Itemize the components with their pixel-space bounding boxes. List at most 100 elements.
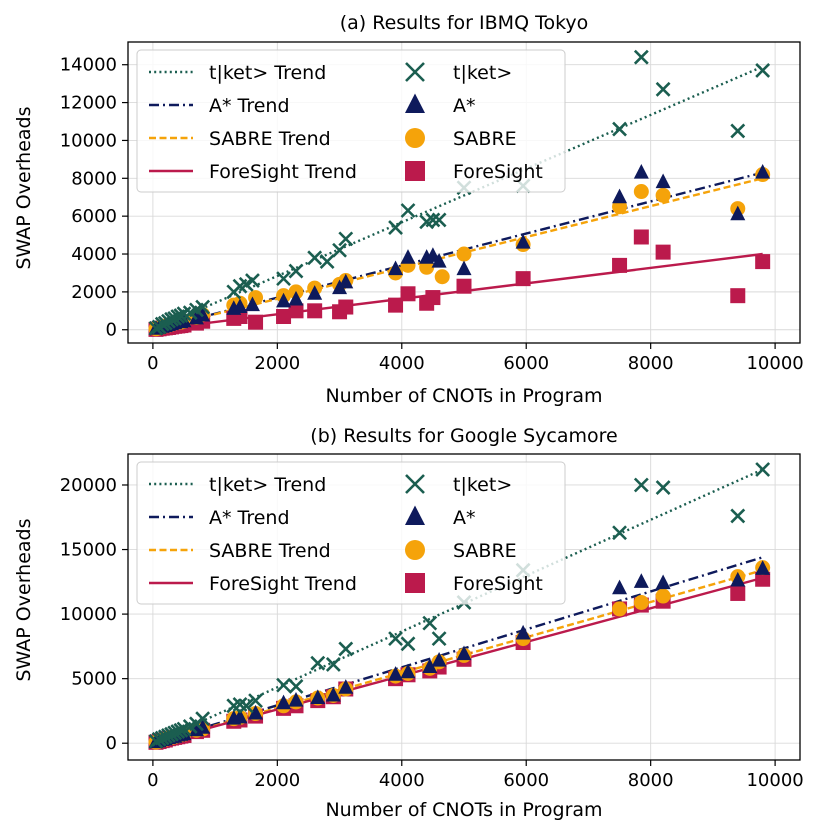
- data-points: [148, 462, 771, 750]
- tket-point: [633, 477, 649, 493]
- tket-point: [655, 480, 671, 495]
- foresight-point: [633, 229, 649, 245]
- legend-label: SABRE: [453, 128, 517, 150]
- x-tick-label: 8000: [628, 770, 674, 791]
- tket-point: [388, 631, 403, 647]
- foresight-point: [248, 314, 264, 330]
- astar-point: [195, 719, 211, 734]
- legend: t|ket> Trend A* Trend SABRE Trend ForeSight…: [136, 49, 566, 193]
- tket-point: [388, 220, 403, 235]
- astar-point: [655, 173, 671, 189]
- x-tick-label: 10000: [746, 353, 803, 374]
- tket-point: [425, 212, 441, 228]
- foresight-point: [515, 271, 531, 287]
- astar-point: [276, 694, 292, 710]
- astar-point: [730, 571, 746, 587]
- tket-point: [422, 615, 438, 631]
- astar-point: [515, 234, 531, 249]
- x-tick-label: 4000: [379, 353, 425, 374]
- legend-marker-swatch: [405, 573, 425, 593]
- legend-label: t|ket>: [453, 62, 512, 84]
- astar-point: [276, 292, 292, 308]
- legend-marker-swatch: [405, 474, 425, 494]
- tket-point: [655, 81, 671, 97]
- y-axis-label: SWAP Overheads: [13, 518, 35, 681]
- sabre-point: [633, 184, 649, 200]
- legend-label: t|ket>: [453, 474, 512, 496]
- astar-point: [456, 645, 472, 661]
- foresight-point: [307, 303, 323, 319]
- x-tick-label: 6000: [503, 770, 549, 791]
- tket-point: [338, 231, 354, 247]
- astar-point: [730, 205, 746, 221]
- foresight-point: [276, 308, 292, 324]
- tket-point: [288, 678, 304, 694]
- plot-frame: [127, 41, 801, 344]
- astar-point: [655, 574, 671, 590]
- legend-marker-swatch: [405, 505, 425, 525]
- legend-box: [136, 461, 566, 605]
- y-tick-label: 12000: [60, 93, 117, 114]
- x-tick-label: 6000: [503, 353, 549, 374]
- legend-label: t|ket> Trend: [209, 474, 326, 496]
- y-tick-label: 15000: [60, 540, 117, 561]
- sabre-point: [456, 246, 472, 262]
- tket-point: [400, 203, 416, 218]
- astar-point: [388, 666, 404, 681]
- y-tick-label: 4000: [71, 244, 117, 265]
- foresight-point: [425, 290, 441, 306]
- foresight-point: [288, 303, 304, 319]
- foresight-point: [655, 244, 671, 260]
- y-tick-label: 8000: [71, 168, 117, 189]
- chart-title: (a) Results for IBMQ Tokyo: [340, 12, 589, 34]
- tket-series: [148, 462, 771, 749]
- astar-point: [431, 651, 447, 667]
- astar-point: [310, 689, 326, 705]
- y-axis-label: SWAP Overheads: [13, 106, 35, 269]
- sabre-point: [655, 187, 671, 203]
- foresight-point: [730, 585, 746, 601]
- legend-entry-tket-trend: t|ket> Trend: [149, 62, 326, 84]
- tket-point: [276, 677, 291, 693]
- legend-marker-swatch: [405, 161, 425, 181]
- panel-google-sycamore: (b) Results for Google Sycamore 0 2000 400…: [13, 425, 804, 821]
- foresight-point: [755, 571, 771, 587]
- legend-label: ForeSight: [453, 161, 543, 183]
- legend-entry-sabre-trend: SABRE Trend: [149, 128, 331, 150]
- legend-label: A*: [453, 95, 476, 117]
- astar-point: [307, 285, 323, 300]
- legend-marker-swatch: [405, 540, 425, 560]
- astar-point: [400, 663, 416, 679]
- astar-point: [244, 296, 260, 312]
- legend-entry-astar-trend: A* Trend: [149, 507, 290, 529]
- tket-trend-line: [152, 65, 764, 331]
- astar-point: [248, 704, 264, 720]
- tket-point: [730, 508, 746, 524]
- legend-entry-foresight-trend: ForeSight Trend: [149, 573, 357, 595]
- foresight-point: [612, 257, 628, 273]
- legend-entry-tket-trend: t|ket> Trend: [149, 474, 326, 496]
- legend-label: t|ket> Trend: [209, 62, 326, 84]
- x-axis-label: Number of CNOTs in Program: [325, 799, 602, 821]
- tket-point: [755, 462, 771, 477]
- tket-point: [338, 641, 354, 657]
- x-axis-ticks: 0 2000 4000 6000 8000 10000: [147, 343, 804, 374]
- tket-point: [431, 631, 447, 647]
- legend-label: A* Trend: [209, 95, 290, 117]
- astar-point: [515, 624, 531, 640]
- tket-point: [325, 657, 341, 672]
- legend-label: ForeSight: [453, 573, 543, 595]
- astar-point: [195, 306, 211, 322]
- legend-entry-sabre: SABRE: [405, 540, 517, 562]
- tket-series: [148, 49, 771, 336]
- y-tick-label: 2000: [71, 282, 117, 303]
- plot-frame: [127, 453, 801, 761]
- legend-entry-foresight-trend: ForeSight Trend: [149, 161, 357, 183]
- legend-label: SABRE Trend: [209, 128, 331, 150]
- y-tick-label: 20000: [60, 475, 117, 496]
- astar-point: [325, 686, 341, 702]
- sabre-point: [612, 601, 628, 617]
- y-tick-label: 0: [106, 320, 117, 341]
- legend-entry-foresight: ForeSight: [405, 161, 543, 183]
- legend-entry-astar: A*: [405, 505, 476, 529]
